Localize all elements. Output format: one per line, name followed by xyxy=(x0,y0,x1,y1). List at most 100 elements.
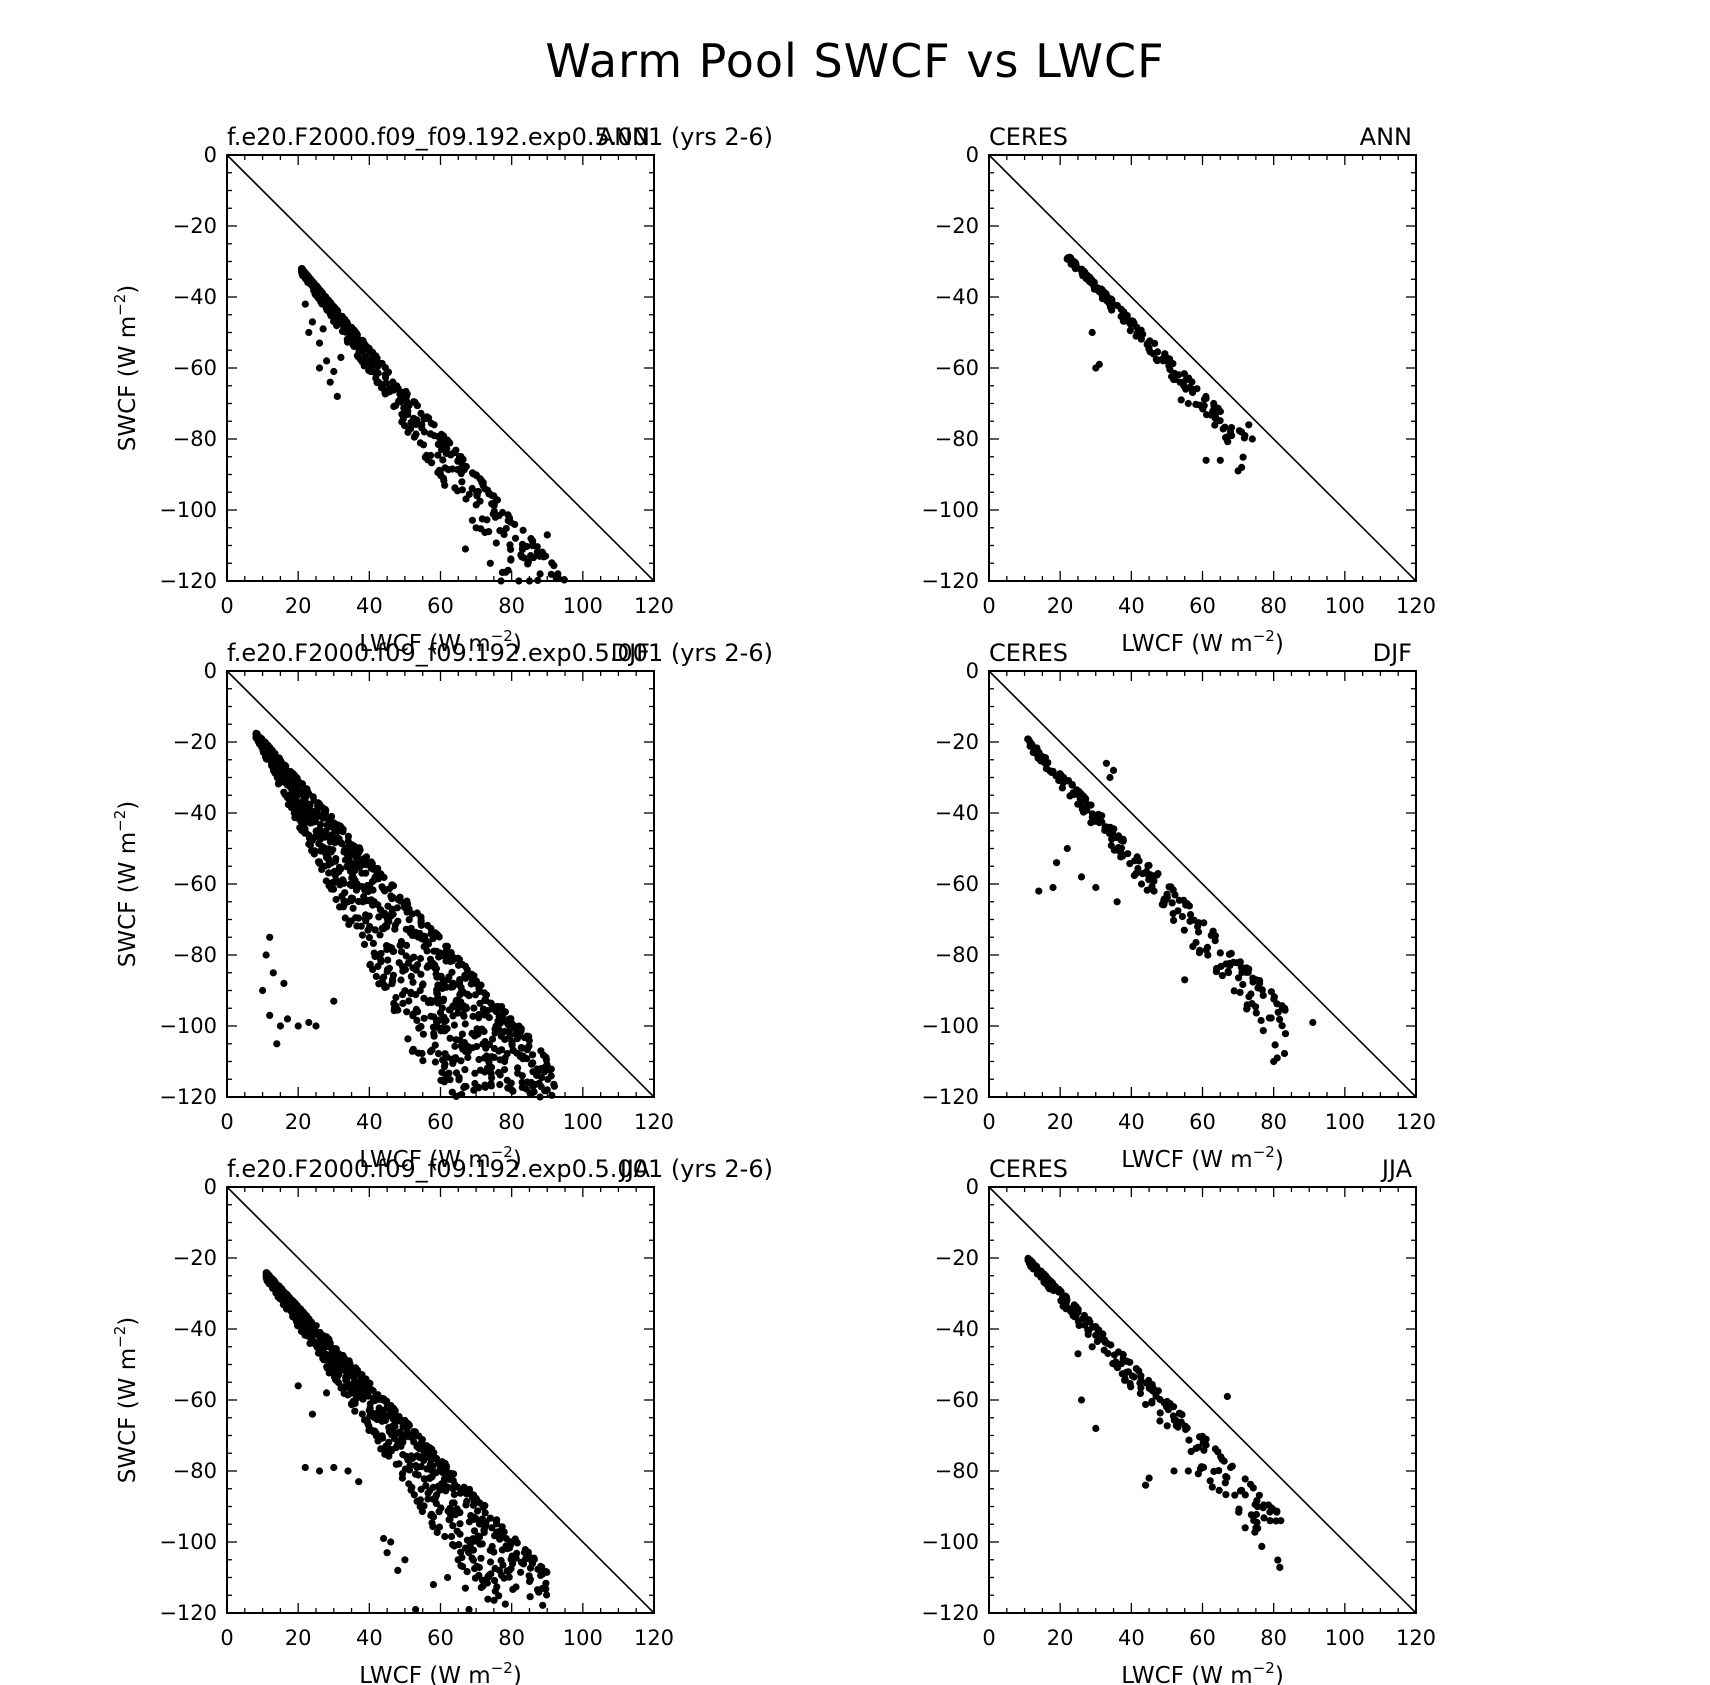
x-tick-label: 120 xyxy=(634,1626,674,1650)
data-point xyxy=(444,1507,452,1515)
data-point xyxy=(1053,859,1061,867)
data-point xyxy=(537,1571,545,1580)
data-point xyxy=(1143,340,1151,348)
x-tick-label: 100 xyxy=(563,594,603,618)
data-point xyxy=(1187,1447,1195,1456)
data-point xyxy=(543,531,551,539)
data-point xyxy=(488,1005,496,1013)
data-point xyxy=(481,1509,489,1517)
x-axis-label: LWCF (W m−2) xyxy=(359,1143,522,1173)
data-point xyxy=(1095,1326,1103,1334)
data-point xyxy=(1181,976,1189,984)
data-point xyxy=(459,988,467,996)
data-point xyxy=(389,1415,397,1423)
data-point xyxy=(469,1012,477,1020)
data-point xyxy=(1126,1358,1134,1366)
y-tick-label: −80 xyxy=(173,943,217,967)
data-point xyxy=(430,1032,438,1040)
panel-title-right: JJA xyxy=(618,1155,651,1183)
data-point xyxy=(413,1443,421,1451)
data-point xyxy=(1070,1313,1079,1321)
data-point xyxy=(1200,919,1208,927)
data-point xyxy=(543,1060,551,1069)
data-point xyxy=(442,1071,450,1079)
data-point xyxy=(465,1485,474,1493)
data-point xyxy=(385,918,393,926)
data-point xyxy=(359,898,367,906)
data-point xyxy=(438,1004,446,1012)
data-point xyxy=(1168,899,1176,907)
data-point xyxy=(539,1601,547,1609)
data-point xyxy=(391,921,399,929)
data-point xyxy=(483,516,491,524)
data-point xyxy=(510,1023,518,1032)
data-point xyxy=(1127,1383,1135,1391)
data-point xyxy=(442,1487,450,1495)
x-tick-label: 40 xyxy=(1118,1110,1145,1134)
data-point xyxy=(369,939,377,948)
data-point xyxy=(471,991,480,999)
data-point xyxy=(454,466,462,474)
data-point xyxy=(473,1507,482,1515)
x-axis-label: LWCF (W m−2) xyxy=(1121,627,1284,657)
data-point xyxy=(385,1452,393,1460)
data-point xyxy=(323,1389,331,1397)
data-point xyxy=(294,1382,302,1390)
x-tick-label: 100 xyxy=(1325,1626,1365,1650)
x-tick-label: 0 xyxy=(982,1110,995,1134)
data-point xyxy=(518,1078,526,1086)
data-point xyxy=(340,322,348,330)
data-point xyxy=(492,539,500,547)
data-point xyxy=(1254,984,1262,992)
data-point xyxy=(423,1442,431,1450)
x-tick-label: 100 xyxy=(1325,1110,1365,1134)
data-point xyxy=(1240,434,1248,442)
data-point xyxy=(362,360,370,368)
data-point xyxy=(359,337,367,345)
data-point xyxy=(478,1515,486,1523)
data-point xyxy=(262,951,270,959)
chart-panel-3: 0 20 40 60 80 100 120 0 −20 −40 −60 −80 −100 −120 CERE… xyxy=(921,639,1436,1173)
data-point xyxy=(420,1447,428,1456)
data-point xyxy=(508,1560,517,1568)
data-point xyxy=(329,837,337,845)
data-point xyxy=(1180,382,1188,390)
data-point xyxy=(337,1384,345,1392)
data-point xyxy=(1245,421,1253,429)
data-point xyxy=(465,1549,473,1557)
data-point xyxy=(333,1364,341,1372)
data-point xyxy=(373,1392,381,1400)
data-point xyxy=(440,977,448,985)
data-point xyxy=(519,1052,527,1060)
data-point xyxy=(397,976,405,984)
y-tick-label: −20 xyxy=(173,1246,217,1270)
data-point xyxy=(348,1401,356,1409)
data-point xyxy=(1195,949,1203,957)
data-point xyxy=(488,1035,497,1043)
data-point xyxy=(1103,1339,1111,1347)
data-point xyxy=(1245,993,1253,1001)
data-point xyxy=(374,864,382,873)
data-point xyxy=(402,941,411,950)
data-point xyxy=(410,398,418,406)
data-point xyxy=(441,481,449,489)
x-tick-label: 120 xyxy=(1396,594,1436,618)
data-point xyxy=(387,1538,395,1546)
data-point xyxy=(447,1469,455,1477)
data-point xyxy=(319,831,327,839)
data-point xyxy=(476,497,484,505)
data-point xyxy=(276,1022,284,1030)
x-tick-label: 40 xyxy=(1118,1626,1145,1650)
data-point xyxy=(1119,317,1127,325)
data-point xyxy=(340,1389,348,1397)
data-point xyxy=(1170,1467,1178,1475)
data-point xyxy=(1163,1422,1171,1430)
y-tick-label: 0 xyxy=(204,143,217,167)
data-point xyxy=(383,945,391,954)
data-point xyxy=(364,1392,372,1400)
data-point xyxy=(1278,1022,1286,1030)
data-point xyxy=(1276,1563,1284,1571)
data-point xyxy=(1189,388,1197,397)
x-tick-label: 80 xyxy=(1260,1626,1287,1650)
data-point xyxy=(292,785,300,793)
